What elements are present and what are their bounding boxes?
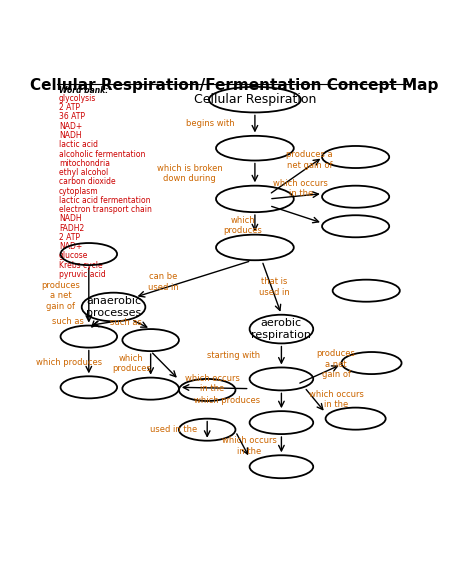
Text: lactic acid: lactic acid (59, 140, 97, 149)
Text: FADH2: FADH2 (59, 223, 84, 233)
Text: which is broken
down during: which is broken down during (157, 164, 222, 183)
Text: 2 ATP: 2 ATP (59, 103, 80, 112)
Text: NAD+: NAD+ (59, 242, 82, 251)
Text: NADH: NADH (59, 214, 81, 223)
Text: ethyl alcohol: ethyl alcohol (59, 168, 108, 177)
Text: mitochondria: mitochondria (59, 159, 110, 168)
Text: which occurs
in the: which occurs in the (222, 436, 277, 456)
Text: pyruvic acid: pyruvic acid (59, 270, 105, 279)
Text: electron transport chain: electron transport chain (59, 205, 152, 214)
Text: used in the: used in the (150, 425, 197, 434)
Text: Cellular Respiration: Cellular Respiration (193, 93, 315, 106)
Text: Word bank:: Word bank: (59, 87, 108, 96)
Text: glycolysis: glycolysis (59, 94, 96, 103)
Text: which produces: which produces (193, 397, 259, 406)
Text: NADH: NADH (59, 131, 81, 140)
Text: which produces: which produces (36, 358, 102, 367)
Text: such as: such as (110, 319, 142, 327)
Text: NAD+: NAD+ (59, 121, 82, 131)
Text: which occurs
in the: which occurs in the (185, 374, 239, 394)
Text: glucose: glucose (59, 252, 88, 260)
Text: anaerobic
processes: anaerobic processes (86, 296, 141, 318)
Text: produces
a net
gain of: produces a net gain of (316, 350, 355, 379)
Text: produces a
net gain of: produces a net gain of (286, 150, 332, 170)
Text: aerobic
respiration: aerobic respiration (251, 318, 311, 340)
Text: such as: such as (51, 317, 83, 325)
Text: lactic acid fermentation: lactic acid fermentation (59, 196, 150, 205)
Text: which occurs
in the: which occurs in the (273, 179, 328, 198)
Text: 2 ATP: 2 ATP (59, 233, 80, 242)
Text: 36 ATP: 36 ATP (59, 112, 85, 121)
Text: which
produces: which produces (222, 215, 262, 235)
Text: Cellular Respiration/Fermentation Concept Map: Cellular Respiration/Fermentation Concep… (30, 79, 437, 93)
Text: produces
a net
gain of: produces a net gain of (41, 281, 80, 311)
Text: which occurs
in the: which occurs in the (308, 390, 363, 409)
Text: alcoholic fermentation: alcoholic fermentation (59, 150, 145, 159)
Text: can be
used in: can be used in (147, 272, 178, 292)
Text: begins with: begins with (186, 119, 234, 128)
Text: Krebs cycle: Krebs cycle (59, 261, 102, 270)
Text: cytoplasm: cytoplasm (59, 187, 98, 195)
Text: starting with: starting with (207, 351, 260, 360)
Text: that is
used in: that is used in (258, 277, 289, 297)
Text: which
produces: which produces (111, 354, 150, 373)
Text: carbon dioxide: carbon dioxide (59, 177, 115, 186)
